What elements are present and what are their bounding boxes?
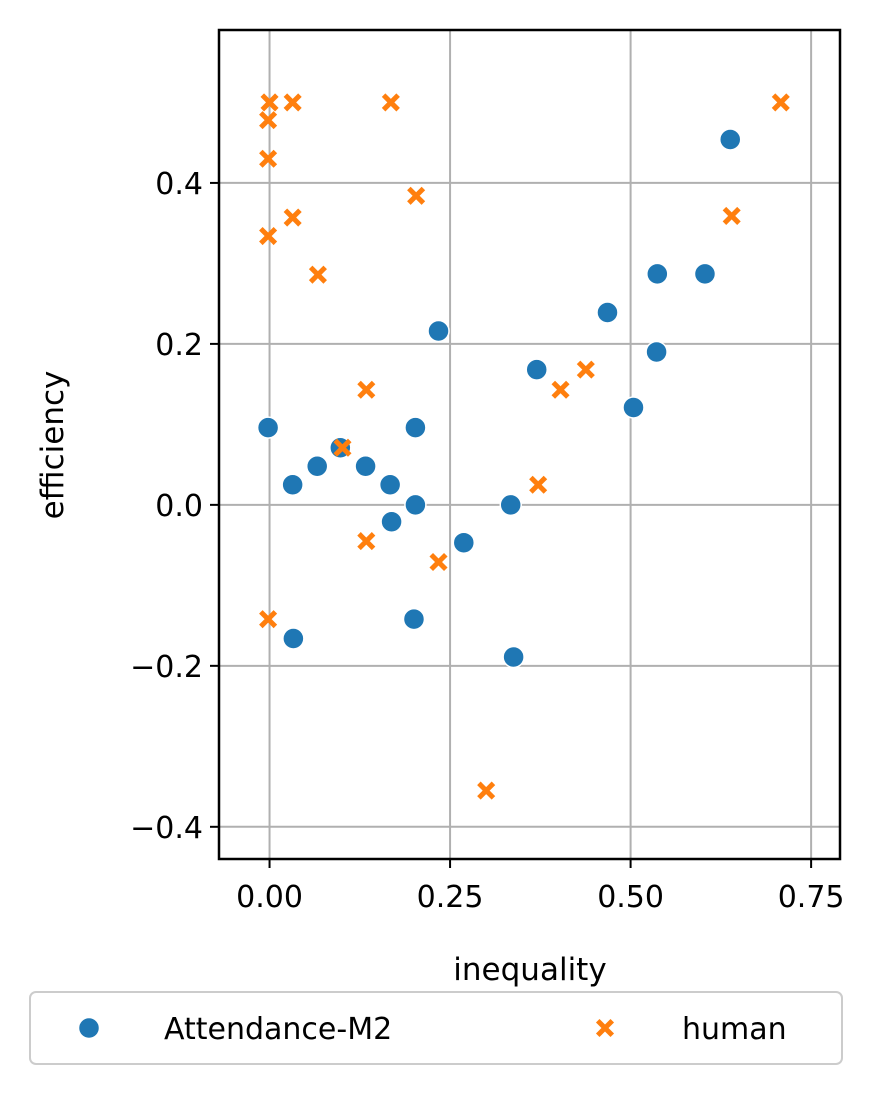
- data-point-attendance-m2: [693, 262, 717, 286]
- y-tick-label: 0.2: [155, 328, 203, 363]
- data-point-human: [259, 610, 278, 629]
- data-point-attendance-m2: [502, 645, 525, 669]
- legend: Attendance-M2 human: [29, 991, 843, 1065]
- data-point-attendance-m2: [525, 358, 548, 381]
- data-point-attendance-m2: [622, 396, 645, 419]
- data-point-human: [260, 93, 279, 112]
- data-point-attendance-m2: [354, 454, 377, 478]
- data-point-human: [529, 475, 548, 494]
- legend-marker-0: [77, 1016, 101, 1040]
- data-point-human: [333, 438, 352, 457]
- x-axis-label: inequality: [453, 952, 606, 988]
- data-point-attendance-m2: [281, 473, 304, 496]
- data-point-human: [357, 380, 376, 399]
- data-point-attendance-m2: [256, 416, 280, 439]
- data-point-human: [722, 206, 741, 225]
- data-point-attendance-m2: [305, 454, 329, 478]
- legend-items: Attendance-M2 human: [77, 1012, 787, 1047]
- data-point-attendance-m2: [404, 493, 427, 517]
- data-point-attendance-m2: [380, 510, 403, 534]
- data-point-human: [381, 93, 400, 112]
- y-tick-label: −0.2: [130, 650, 203, 685]
- data-point-attendance-m2: [378, 473, 402, 496]
- y-tick-label: 0.0: [155, 489, 203, 524]
- data-point-human: [259, 149, 278, 168]
- data-point-human: [308, 265, 327, 284]
- data-point-human: [283, 93, 302, 112]
- data-point-attendance-m2: [646, 262, 669, 286]
- data-point-human: [771, 93, 790, 112]
- data-point-attendance-m2: [499, 493, 522, 517]
- legend-label: Attendance-M2: [164, 1012, 392, 1047]
- x-tick-label: 0.50: [597, 880, 664, 915]
- legend-label: human: [682, 1012, 787, 1047]
- grid-lines: [219, 30, 840, 859]
- data-point-attendance-m2: [427, 319, 450, 343]
- data-point-attendance-m2: [645, 340, 668, 364]
- x-tick-label: 0.25: [417, 880, 484, 915]
- axis-ticks: 0.00 0.25 0.50 0.75 −0.4 −0.2 0.0 0.2 0.4: [130, 167, 844, 915]
- axes-frame: [217, 28, 842, 861]
- data-point-human: [477, 781, 496, 800]
- y-axis-label: efficiency: [35, 371, 71, 520]
- x-tick-label: 0.75: [778, 880, 845, 915]
- data-point-human: [576, 360, 595, 379]
- legend-marker-1: [595, 1018, 615, 1038]
- y-tick-label: 0.4: [155, 167, 203, 202]
- data-point-attendance-m2: [596, 301, 619, 324]
- legend-box: [29, 991, 843, 1065]
- data-point-human: [407, 186, 426, 205]
- data-point-human: [357, 532, 376, 551]
- data-point-attendance-m2: [452, 531, 476, 554]
- x-tick-label: 0.00: [236, 880, 303, 915]
- data-points: [256, 93, 790, 800]
- data-point-attendance-m2: [282, 627, 305, 650]
- data-point-human: [429, 552, 448, 572]
- data-point-attendance-m2: [404, 416, 427, 439]
- data-point-human: [259, 111, 278, 130]
- y-tick-label: −0.4: [130, 811, 203, 846]
- data-point-attendance-m2: [718, 128, 742, 151]
- data-point-human: [259, 227, 278, 246]
- data-point-human: [283, 208, 302, 227]
- data-point-attendance-m2: [402, 607, 426, 631]
- data-point-human: [551, 380, 570, 399]
